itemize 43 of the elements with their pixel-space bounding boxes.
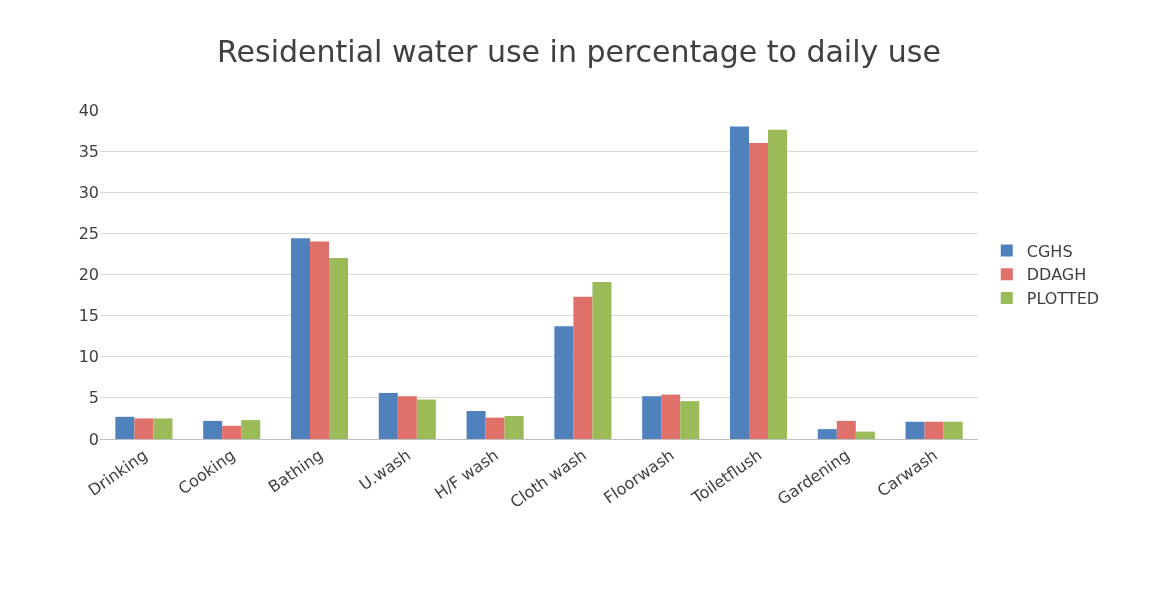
y-tick-label: 40 bbox=[78, 100, 99, 120]
bar bbox=[642, 396, 662, 439]
bar bbox=[817, 429, 837, 439]
y-tick-label: 25 bbox=[78, 223, 99, 243]
bar bbox=[905, 421, 925, 439]
bar bbox=[661, 394, 681, 439]
chart-title: Residential water use in percentage to daily use bbox=[217, 34, 941, 70]
bar bbox=[203, 420, 223, 439]
bar bbox=[855, 431, 875, 439]
bar bbox=[241, 420, 261, 439]
bar bbox=[680, 401, 700, 439]
legend-label: CGHS bbox=[1026, 241, 1073, 261]
y-tick-label: 0 bbox=[88, 429, 99, 449]
bar bbox=[397, 396, 417, 439]
bar bbox=[573, 296, 593, 439]
bar bbox=[504, 415, 524, 439]
bar bbox=[592, 281, 612, 439]
bar bbox=[729, 126, 749, 439]
bar bbox=[222, 425, 242, 439]
y-tick-label: 10 bbox=[78, 347, 99, 367]
bar bbox=[768, 129, 788, 439]
y-tick-label: 5 bbox=[88, 388, 99, 408]
bar bbox=[554, 326, 574, 439]
bar bbox=[836, 420, 856, 439]
bar bbox=[943, 421, 963, 439]
bar bbox=[134, 418, 154, 439]
y-tick-label: 20 bbox=[78, 265, 99, 285]
legend-label: PLOTTED bbox=[1026, 289, 1100, 309]
bar bbox=[309, 241, 330, 439]
bar bbox=[748, 142, 769, 439]
bar bbox=[416, 399, 436, 439]
bar bbox=[485, 417, 505, 439]
bar bbox=[115, 416, 135, 439]
bar bbox=[153, 418, 173, 439]
legend-label: DDAGH bbox=[1026, 265, 1087, 285]
bar bbox=[466, 411, 486, 439]
bar bbox=[924, 421, 944, 439]
y-tick-label: 35 bbox=[78, 141, 99, 161]
bar bbox=[290, 238, 310, 439]
bar bbox=[329, 258, 349, 439]
bar bbox=[378, 392, 398, 439]
y-tick-label: 30 bbox=[78, 182, 99, 202]
y-tick-label: 15 bbox=[78, 306, 99, 326]
